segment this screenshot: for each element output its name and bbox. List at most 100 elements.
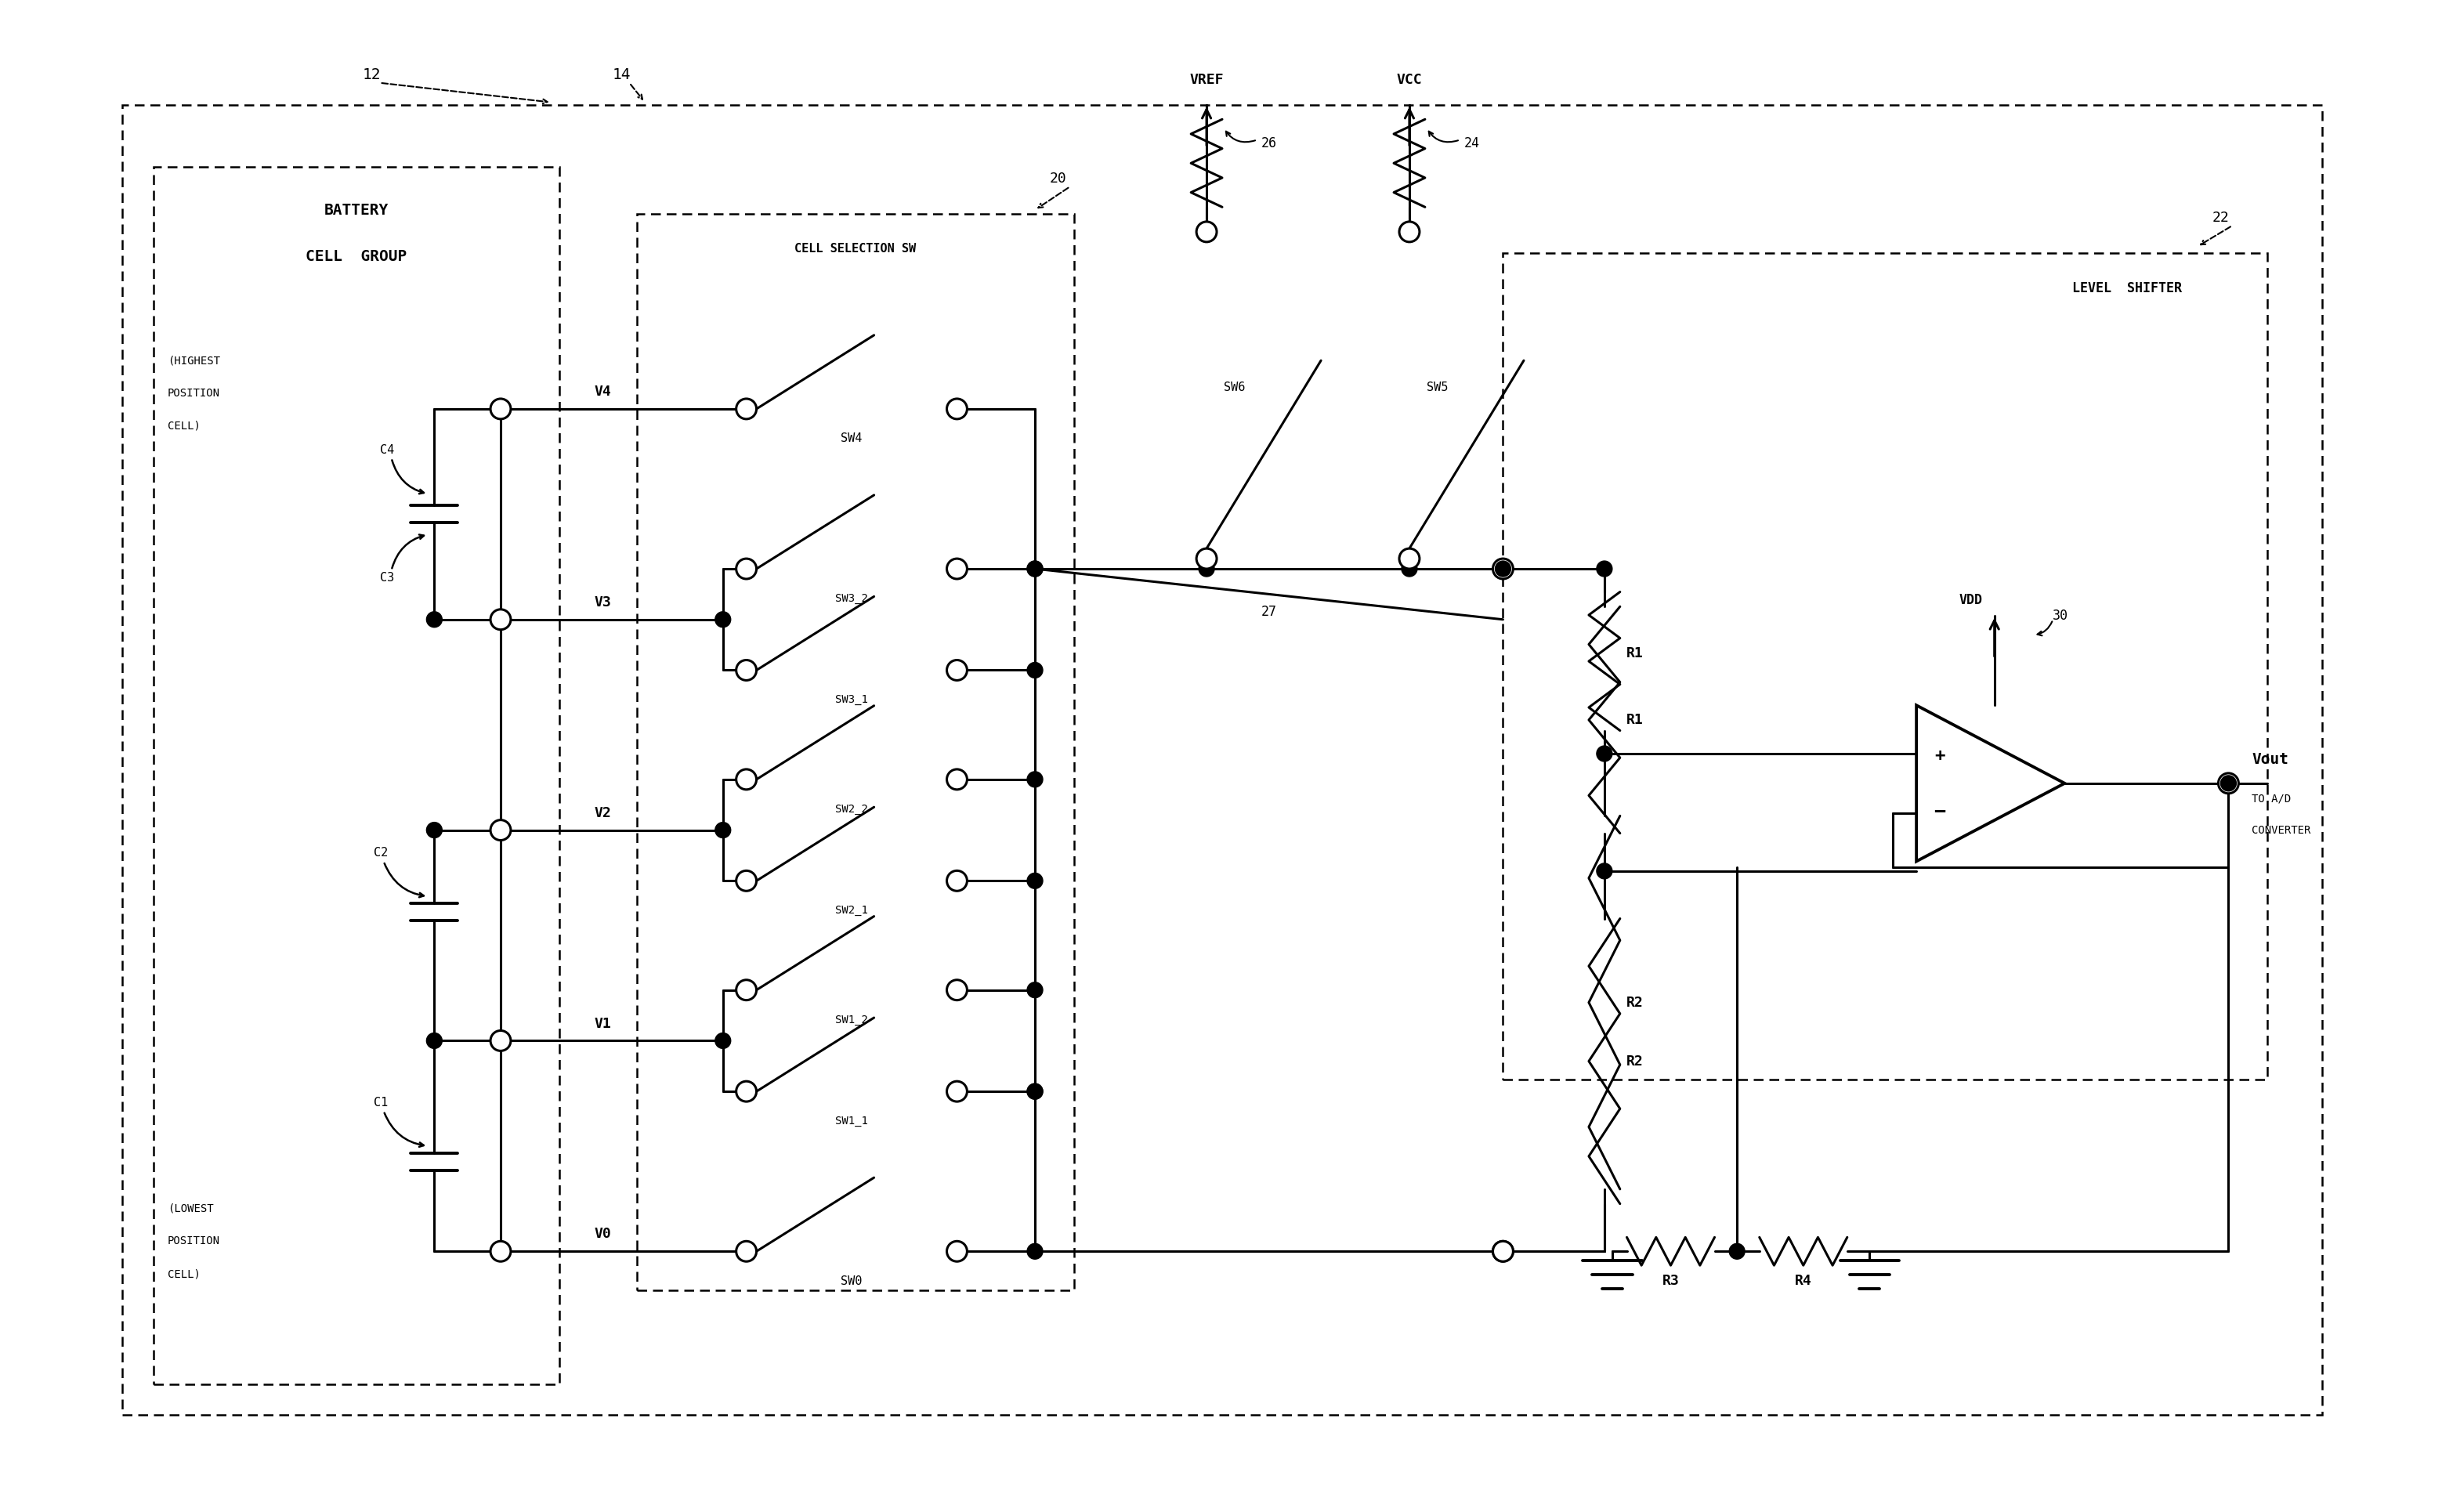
Circle shape — [735, 558, 757, 579]
Circle shape — [1597, 561, 1612, 576]
Circle shape — [1495, 561, 1512, 576]
Circle shape — [947, 558, 967, 579]
Text: Vout: Vout — [2252, 753, 2288, 768]
Circle shape — [1028, 983, 1043, 998]
Circle shape — [491, 1241, 510, 1261]
Circle shape — [1028, 1084, 1043, 1099]
Circle shape — [2220, 776, 2237, 791]
Text: C4: C4 — [379, 445, 393, 457]
Text: CELL SELECTION SW: CELL SELECTION SW — [794, 243, 916, 256]
Text: SW2_1: SW2_1 — [835, 906, 867, 916]
Circle shape — [427, 1033, 442, 1048]
Text: VREF: VREF — [1189, 73, 1223, 86]
Text: R1: R1 — [1626, 646, 1643, 661]
Text: V3: V3 — [593, 596, 610, 609]
Text: C2: C2 — [374, 847, 388, 859]
Circle shape — [1028, 1243, 1043, 1259]
Text: CONVERTER: CONVERTER — [2252, 824, 2310, 836]
Text: VDD: VDD — [1958, 593, 1983, 606]
Text: R2: R2 — [1626, 995, 1643, 1010]
Circle shape — [1197, 549, 1216, 569]
Circle shape — [1028, 662, 1043, 677]
Circle shape — [1028, 561, 1043, 576]
Text: V1: V1 — [593, 1016, 610, 1031]
Circle shape — [735, 399, 757, 419]
Circle shape — [716, 1033, 730, 1048]
Circle shape — [947, 661, 967, 680]
Circle shape — [427, 823, 442, 838]
Text: SW3_2: SW3_2 — [835, 593, 867, 603]
Text: 26: 26 — [1260, 136, 1277, 151]
Circle shape — [735, 770, 757, 789]
Circle shape — [1028, 561, 1043, 576]
Text: SW2_2: SW2_2 — [835, 803, 867, 815]
Text: BATTERY: BATTERY — [325, 203, 388, 218]
Text: 27: 27 — [1260, 605, 1277, 618]
Circle shape — [1492, 558, 1514, 579]
Circle shape — [716, 612, 730, 627]
Circle shape — [947, 1081, 967, 1102]
Circle shape — [1492, 1241, 1514, 1261]
Text: SW4: SW4 — [840, 432, 862, 445]
Text: LEVEL  SHIFTER: LEVEL SHIFTER — [2073, 281, 2181, 295]
Circle shape — [1492, 1241, 1514, 1261]
Circle shape — [491, 1031, 510, 1051]
Circle shape — [735, 980, 757, 999]
Circle shape — [1597, 863, 1612, 878]
Text: V4: V4 — [593, 384, 610, 399]
Text: C3: C3 — [379, 572, 393, 584]
Text: CELL): CELL) — [168, 1269, 200, 1279]
Text: POSITION: POSITION — [168, 387, 220, 399]
Text: V2: V2 — [593, 806, 610, 820]
Circle shape — [947, 770, 967, 789]
Text: SW1_1: SW1_1 — [835, 1116, 867, 1126]
Circle shape — [491, 399, 510, 419]
Text: 14: 14 — [613, 68, 630, 83]
Text: CELL  GROUP: CELL GROUP — [305, 249, 408, 265]
Circle shape — [1028, 771, 1043, 788]
Circle shape — [947, 1241, 967, 1261]
Text: TO A/D: TO A/D — [2252, 794, 2291, 804]
Text: SW1_2: SW1_2 — [835, 1015, 867, 1025]
Text: 22: 22 — [2212, 210, 2230, 225]
Text: 24: 24 — [1463, 136, 1480, 151]
Circle shape — [1197, 222, 1216, 242]
Text: 30: 30 — [2054, 608, 2068, 623]
Circle shape — [1028, 872, 1043, 889]
Text: POSITION: POSITION — [168, 1235, 220, 1247]
Circle shape — [1729, 1243, 1746, 1259]
Text: SW3_1: SW3_1 — [835, 694, 867, 705]
Circle shape — [735, 1241, 757, 1261]
Circle shape — [1402, 561, 1416, 576]
Circle shape — [735, 871, 757, 891]
Circle shape — [2217, 773, 2239, 794]
Text: 12: 12 — [364, 68, 381, 83]
Circle shape — [427, 612, 442, 627]
Circle shape — [491, 609, 510, 629]
Text: (LOWEST: (LOWEST — [168, 1204, 212, 1214]
Text: +: + — [1934, 748, 1946, 764]
Circle shape — [735, 661, 757, 680]
Circle shape — [2220, 776, 2237, 791]
Circle shape — [716, 823, 730, 838]
Circle shape — [491, 820, 510, 841]
Text: SW0: SW0 — [840, 1275, 862, 1287]
Text: −: − — [1934, 801, 1946, 820]
Text: SW5: SW5 — [1426, 381, 1448, 393]
Text: (HIGHEST: (HIGHEST — [168, 355, 220, 366]
Circle shape — [1399, 222, 1419, 242]
Text: R3: R3 — [1663, 1275, 1680, 1288]
Text: R4: R4 — [1795, 1275, 1812, 1288]
Circle shape — [947, 871, 967, 891]
Circle shape — [1399, 549, 1419, 569]
Text: CELL): CELL) — [168, 420, 200, 431]
Text: VCC: VCC — [1397, 73, 1421, 86]
Text: V0: V0 — [593, 1228, 610, 1241]
Text: 20: 20 — [1050, 172, 1067, 186]
Circle shape — [735, 1081, 757, 1102]
Circle shape — [1199, 561, 1214, 576]
Circle shape — [947, 399, 967, 419]
Circle shape — [1028, 1084, 1043, 1099]
Text: SW6: SW6 — [1223, 381, 1245, 393]
Circle shape — [947, 980, 967, 999]
